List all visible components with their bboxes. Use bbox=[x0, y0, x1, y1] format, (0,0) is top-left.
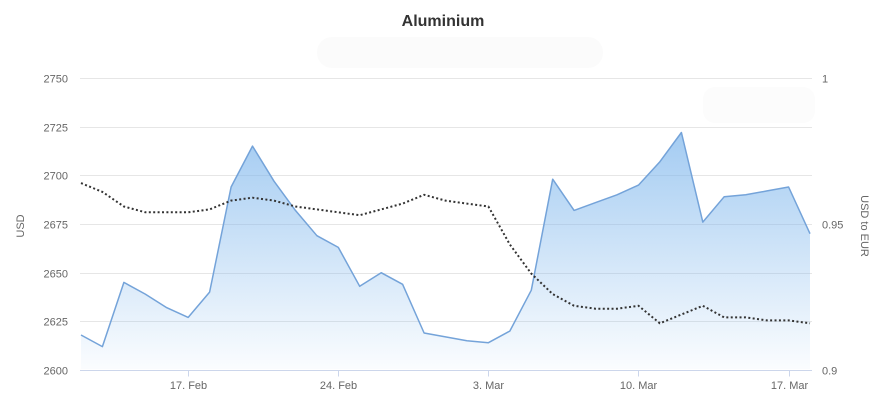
y-axis-left-title: USD bbox=[15, 214, 27, 238]
chart-title: Aluminium bbox=[401, 13, 485, 30]
y-axis-right-tick-label: 0.9 bbox=[822, 366, 837, 378]
y-axis-left-tick-label: 2675 bbox=[44, 220, 68, 232]
aluminium-area-series[interactable] bbox=[81, 132, 810, 370]
y-axis-left-tick-label: 2600 bbox=[44, 366, 68, 378]
y-axis-left-tick-label: 2750 bbox=[44, 74, 68, 86]
y-axis-left-tick-label: 2625 bbox=[44, 317, 68, 329]
y-axis-left-tick-label: 2650 bbox=[44, 269, 68, 281]
x-axis-tick-label: 3. Mar bbox=[473, 380, 505, 392]
x-axis-tick-label: 17. Feb bbox=[170, 380, 207, 392]
y-axis-right-title: USD to EUR bbox=[858, 195, 870, 257]
usd-to-eur-dotted-line[interactable] bbox=[80, 182, 811, 325]
y-axis-right-tick-label: 1 bbox=[822, 74, 828, 86]
x-axis-tick-label: 17. Mar bbox=[771, 380, 809, 392]
y-axis-left-tick-label: 2700 bbox=[44, 171, 68, 183]
x-axis-tick-label: 24. Feb bbox=[320, 380, 357, 392]
y-axis-right-tick-label: 0.95 bbox=[822, 220, 843, 232]
aluminium-line[interactable] bbox=[80, 131, 811, 348]
x-axis-tick-label: 10. Mar bbox=[620, 380, 658, 392]
y-axis-left-tick-label: 2725 bbox=[44, 123, 68, 135]
